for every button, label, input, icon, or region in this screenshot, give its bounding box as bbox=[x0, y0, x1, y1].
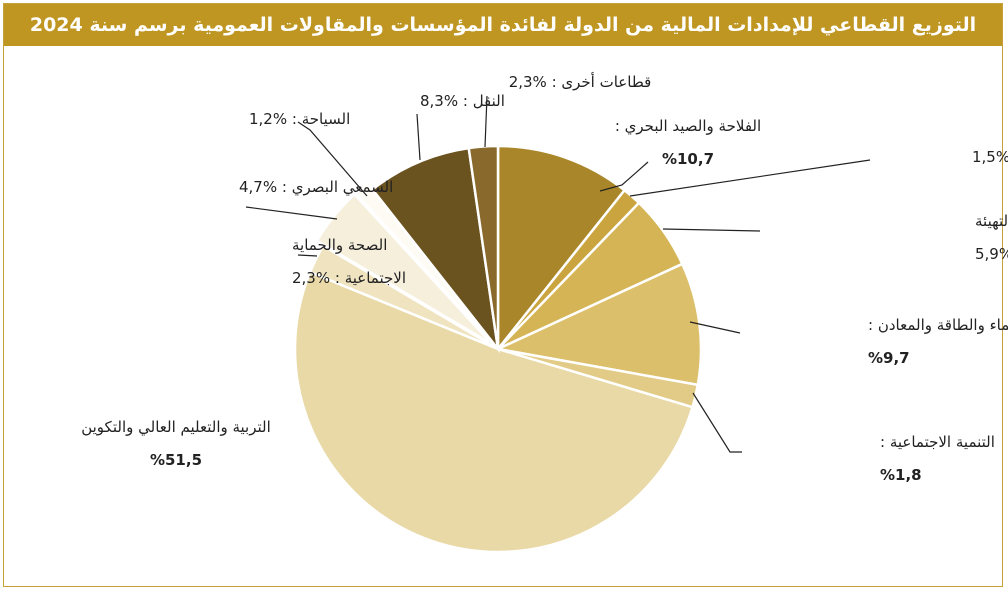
pie-slice-4 bbox=[493, 262, 703, 387]
leader-line-9 bbox=[297, 121, 368, 197]
slice-label-11: قطاعات أخرى : %2,3 bbox=[509, 72, 652, 91]
pie-slice-6 bbox=[293, 270, 695, 554]
chart-title: التوزيع القطاعي للإمدادات المالية من الد… bbox=[4, 4, 1002, 46]
slice-label-5: التنمية الاجتماعية : %1,8 bbox=[880, 433, 995, 484]
slice-label-2: السكن : %1,5 bbox=[972, 148, 1008, 166]
leader-line-1 bbox=[599, 161, 649, 192]
slice-label-4: الماء والطاقة والمعادن : %9,7 bbox=[868, 316, 1008, 367]
slice-label-9: السياحة : %1,2 bbox=[249, 110, 350, 128]
leader-line-3 bbox=[662, 228, 761, 232]
leader-line-11 bbox=[484, 95, 488, 148]
leader-line-4 bbox=[689, 321, 741, 334]
slice-label-6: التربية والتعليم العالي والتكوين %51,5 bbox=[81, 418, 271, 469]
slice-label-3: البنيات التحتية والتهيئةالمجالية : %5,9 bbox=[975, 212, 1008, 263]
leader-line-7 bbox=[297, 254, 318, 257]
leader-line-8 bbox=[245, 206, 338, 220]
pie-slice-9 bbox=[353, 181, 494, 344]
slice-label-10: النقل : %8,3 bbox=[420, 92, 505, 110]
slice-label-1: الفلاحة والصيد البحري : %10,7 bbox=[615, 117, 761, 168]
leader-line-10 bbox=[416, 113, 421, 161]
pie-slice-11 bbox=[467, 144, 500, 350]
slice-label-8: السمعي البصري : %4,7 bbox=[239, 178, 393, 197]
leader-line-2 bbox=[629, 159, 871, 197]
pie-slice-10 bbox=[370, 146, 500, 354]
leader-line-5 bbox=[692, 392, 742, 453]
slice-label-7: الصحة والحماية الاجتماعية : %2,3 bbox=[292, 236, 406, 287]
pie-slice-8 bbox=[315, 192, 493, 346]
